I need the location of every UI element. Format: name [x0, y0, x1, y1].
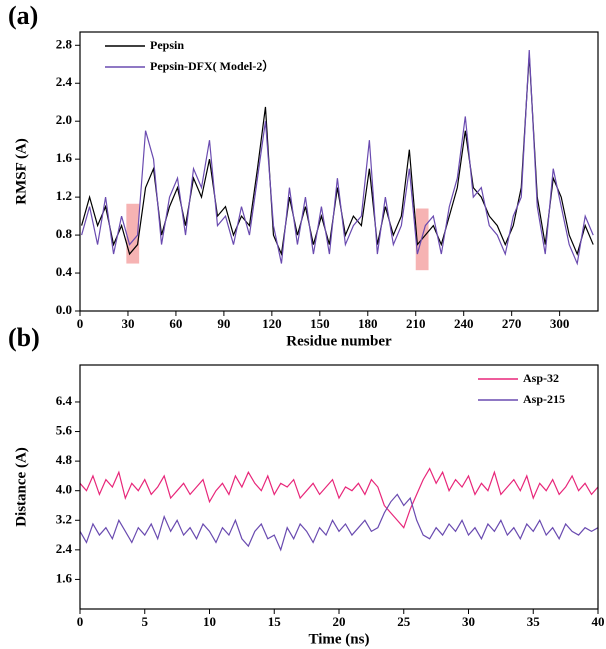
- y-tick-label: 4.8: [56, 452, 73, 467]
- x-tick-label: 30: [462, 614, 475, 629]
- x-tick-label: 300: [550, 316, 570, 331]
- x-axis-label: Time (ns): [309, 631, 370, 647]
- x-tick-label: 0: [77, 614, 84, 629]
- y-tick-label: 4.0: [56, 482, 72, 497]
- y-tick-label: 3.2: [56, 511, 72, 526]
- y-tick-label: 6.4: [56, 393, 73, 408]
- legend-label: Pepsin-DFX( Model-2）: [150, 58, 274, 73]
- y-tick-label: 0.4: [56, 264, 73, 279]
- data-line: [81, 49, 594, 266]
- y-tick-label: 2.4: [56, 74, 73, 89]
- data-line: [79, 467, 599, 529]
- x-tick-label: 30: [121, 316, 134, 331]
- data-line: [79, 493, 599, 552]
- x-tick-label: 60: [169, 316, 182, 331]
- data-line: [81, 54, 594, 257]
- y-tick-label: 2.8: [56, 36, 73, 51]
- legend-label: Asp-215: [523, 392, 565, 406]
- y-tick-label: 1.2: [56, 188, 72, 203]
- x-tick-label: 120: [262, 316, 282, 331]
- x-tick-label: 240: [454, 316, 474, 331]
- x-tick-label: 40: [592, 614, 605, 629]
- x-tick-label: 25: [397, 614, 411, 629]
- y-tick-label: 2.4: [56, 541, 73, 556]
- y-tick-label: 5.6: [56, 423, 73, 438]
- y-tick-label: 0.0: [56, 302, 72, 317]
- x-tick-label: 5: [142, 614, 149, 629]
- x-tick-label: 15: [268, 614, 282, 629]
- y-tick-label: 0.8: [56, 226, 73, 241]
- x-tick-label: 210: [406, 316, 426, 331]
- y-axis-label: RMSF (A): [13, 138, 29, 205]
- x-tick-label: 10: [203, 614, 216, 629]
- x-tick-label: 90: [217, 316, 230, 331]
- highlight: [126, 203, 140, 264]
- x-tick-label: 150: [310, 316, 330, 331]
- legend-label: Asp-32: [523, 371, 559, 385]
- y-tick-label: 1.6: [56, 150, 73, 165]
- y-axis-label: Distance (A): [13, 447, 29, 527]
- x-axis-label: Residue number: [286, 333, 392, 349]
- y-tick-label: 1.6: [56, 570, 73, 585]
- x-tick-label: 0: [77, 316, 84, 331]
- x-tick-label: 20: [333, 614, 346, 629]
- y-tick-label: 2.0: [56, 112, 72, 127]
- x-tick-label: 270: [502, 316, 522, 331]
- x-tick-label: 35: [527, 614, 541, 629]
- panel-label: (a): [8, 1, 38, 30]
- plot-frame: [79, 31, 599, 312]
- x-tick-label: 180: [358, 316, 378, 331]
- panel-label: (b): [8, 323, 40, 352]
- legend-label: Pepsin: [150, 38, 184, 52]
